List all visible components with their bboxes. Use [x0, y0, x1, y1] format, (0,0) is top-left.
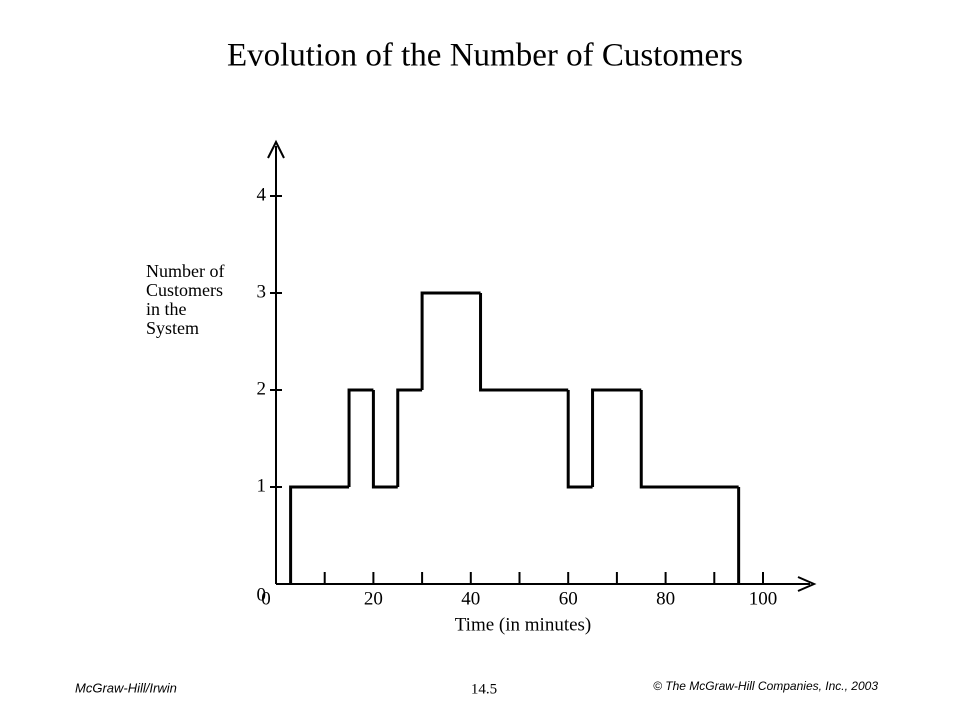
- footer-center: 14.5: [471, 681, 497, 697]
- x-tick-label: 60: [559, 588, 578, 609]
- footer-right: © The McGraw-Hill Companies, Inc., 2003: [653, 679, 878, 693]
- step-segment: [566, 390, 593, 489]
- y-axis-label: System: [146, 318, 199, 338]
- chart-title: Evolution of the Number of Customers: [227, 38, 743, 74]
- y-tick-label: 0: [257, 584, 267, 605]
- step-segment: [396, 388, 423, 487]
- y-tick-label: 2: [257, 378, 267, 399]
- step-segment: [289, 485, 350, 584]
- x-tick-label: 40: [461, 588, 480, 609]
- y-tick-label: 1: [257, 475, 267, 496]
- y-axis-label: Number of: [146, 261, 224, 281]
- x-tick-label: 20: [364, 588, 383, 609]
- y-axis-label: in the: [146, 299, 187, 319]
- y-arrow: [267, 139, 285, 159]
- step-segment: [479, 293, 569, 392]
- step-segment: [347, 388, 374, 487]
- x-tick-label: 80: [656, 588, 675, 609]
- y-axis-label: Customers: [146, 280, 223, 300]
- step-segment: [591, 388, 642, 487]
- y-tick-label: 4: [257, 184, 267, 205]
- y-tick-label: 3: [257, 281, 267, 302]
- step-segment: [371, 390, 398, 489]
- x-tick-label: 0: [261, 588, 271, 609]
- x-arrow: [797, 576, 817, 592]
- step-segment: [639, 390, 739, 489]
- x-tick-label: 100: [749, 588, 778, 609]
- footer-left: McGraw-Hill/Irwin: [75, 680, 177, 695]
- step-segment: [420, 291, 481, 390]
- x-axis-label: Time (in minutes): [455, 614, 592, 635]
